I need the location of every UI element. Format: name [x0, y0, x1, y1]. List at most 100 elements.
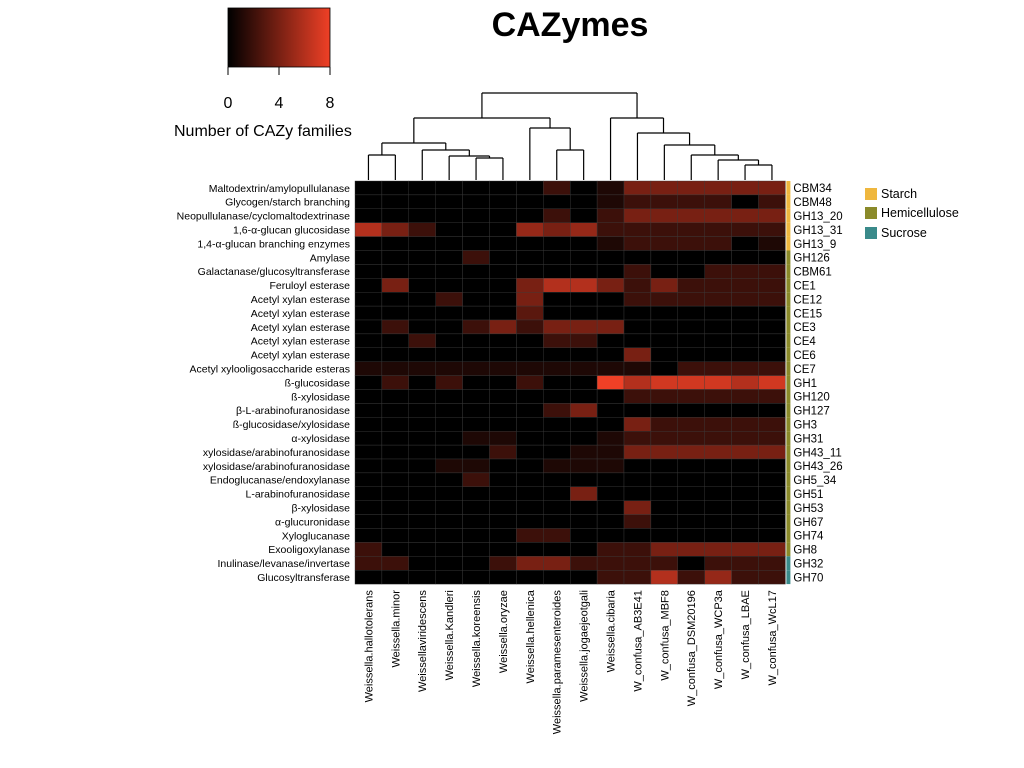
heatmap-cell	[704, 347, 732, 362]
column-label: Weissella.paramesenteroides	[552, 590, 564, 735]
heatmap-cell	[543, 458, 571, 474]
heatmap-cell	[758, 208, 786, 223]
heatmap-cell	[435, 417, 463, 432]
heatmap-cell	[435, 180, 463, 196]
heatmap-cell	[596, 222, 625, 237]
heatmap-cell	[462, 556, 490, 571]
heatmap-cell	[596, 333, 625, 348]
heatmap-cell	[462, 319, 490, 335]
heatmap-cell	[489, 528, 517, 543]
heatmap-cell	[543, 472, 571, 487]
heatmap-cell	[704, 319, 732, 335]
heatmap-cell	[516, 514, 544, 529]
heatmap-cell	[354, 514, 383, 529]
heatmap-cell	[650, 472, 679, 487]
heatmap-cell	[731, 403, 759, 418]
heatmap-cell	[462, 486, 490, 501]
group-annotation-cell	[786, 333, 791, 348]
color-scale-tick-label: 8	[326, 95, 335, 112]
heatmap-cell	[516, 431, 544, 446]
row-label: xylosidase/arabinofuranosidase	[203, 461, 350, 473]
heatmap-cell	[462, 542, 490, 557]
heatmap-cell	[623, 375, 652, 390]
heatmap-cell	[731, 208, 759, 223]
heatmap-cell	[462, 431, 490, 446]
heatmap-cell	[677, 444, 705, 460]
heatmap-cell	[354, 431, 383, 446]
heatmap-cell	[354, 570, 383, 585]
heatmap-cell	[489, 250, 517, 265]
row-label: Acetyl xylan esterase	[251, 350, 350, 362]
heatmap-cell	[354, 333, 383, 348]
heatmap-cell	[677, 556, 705, 571]
heatmap-cell	[462, 305, 490, 321]
heatmap-cell	[731, 431, 759, 446]
heatmap-cell	[758, 180, 786, 196]
heatmap-cell	[731, 500, 759, 515]
column-label: Weissella.oryzae	[498, 590, 510, 673]
row-labels: Maltodextrin/amylopullulanase Glycogen/st…	[177, 183, 351, 584]
heatmap-cell	[516, 222, 544, 237]
heatmap-cell	[516, 361, 544, 376]
heatmap-cell	[731, 542, 759, 557]
heatmap-cell	[650, 375, 679, 390]
family-labels: CBM34 CBM48 GH13_20 GH13_31 GH13_9 GH126 CBM61…	[793, 183, 842, 584]
group-annotation-cell	[786, 403, 791, 418]
heatmap-cell	[704, 333, 732, 348]
heatmap-cell	[543, 264, 571, 279]
heatmap-cell	[758, 194, 786, 209]
heatmap-cell	[731, 264, 759, 279]
heatmap-cell	[650, 444, 679, 460]
family-label: GH31	[793, 433, 823, 445]
heatmap-cell	[435, 389, 463, 404]
column-label: Weissella.hallotolerans	[363, 590, 375, 703]
heatmap-cell	[570, 333, 598, 348]
heatmap-cell	[462, 417, 490, 432]
heatmap-cell	[677, 278, 705, 293]
heatmap-cell	[381, 570, 409, 585]
family-label: GH67	[793, 517, 823, 529]
heatmap-cell	[435, 278, 463, 293]
heatmap-cell	[462, 361, 490, 376]
heatmap-cell	[408, 319, 436, 335]
heatmap-cell	[381, 417, 409, 432]
heatmap-cell	[570, 389, 598, 404]
group-annotation-cell	[786, 347, 791, 362]
heatmap-cell	[677, 403, 705, 418]
group-annotation-cell	[786, 500, 791, 515]
column-label: Weissellaviridescens	[417, 590, 429, 692]
group-annotation-cell	[786, 194, 791, 209]
heatmap-cell	[435, 431, 463, 446]
color-scale-gradient	[227, 7, 331, 68]
heatmap-cell	[462, 208, 490, 223]
heatmap-cell	[731, 528, 759, 543]
heatmap-cell	[516, 556, 544, 571]
heatmap-cell	[543, 278, 571, 293]
column-label: W_confusa_DSM20196	[686, 590, 698, 706]
heatmap-cell	[435, 472, 463, 487]
column-label: Weissella.minor	[390, 590, 402, 668]
heatmap-cell	[570, 180, 598, 196]
heatmap-cell	[570, 417, 598, 432]
heatmap-cell	[677, 333, 705, 348]
heatmap-cell	[381, 542, 409, 557]
heatmap-cell	[435, 347, 463, 362]
heatmap-cell	[596, 250, 625, 265]
heatmap-cell	[489, 458, 517, 474]
heatmap-cell	[758, 570, 786, 585]
heatmap-cell	[704, 208, 732, 223]
column-dendrogram	[367, 92, 773, 180]
heatmap-cell	[650, 486, 679, 501]
heatmap-cell	[731, 333, 759, 348]
family-label: GH13_31	[793, 225, 842, 237]
heatmap-cell	[354, 556, 383, 571]
heatmap-cell	[650, 250, 679, 265]
heatmap-cell	[596, 431, 625, 446]
heatmap-cell	[623, 444, 652, 460]
heatmap-cell	[623, 570, 652, 585]
heatmap-cell	[650, 180, 679, 196]
heatmap-cell	[704, 458, 732, 474]
heatmap-cell	[623, 528, 652, 543]
row-label: Glucosyltransferase	[257, 572, 350, 584]
heatmap-cell	[758, 361, 786, 376]
